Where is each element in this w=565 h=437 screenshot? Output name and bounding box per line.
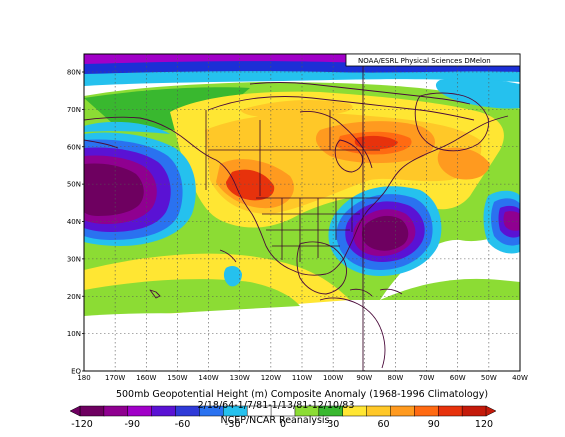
lon-tick-label: 140W	[198, 374, 218, 382]
colorbar-label: 0	[280, 419, 286, 430]
colorbar-label: 60	[377, 419, 389, 430]
latitude-labels: 80N 70N 60N 50N 40N 30N 20N 10N EQ	[67, 69, 84, 376]
colorbar-label: -60	[175, 419, 191, 430]
lat-tick-label: 70N	[67, 106, 81, 114]
colorbar-swatch	[437, 405, 463, 417]
lat-tick-label: 10N	[67, 330, 81, 338]
colorbar-arrow-low	[69, 405, 81, 417]
lon-tick-label: 70W	[419, 374, 435, 382]
colorbar-swatch	[366, 405, 392, 417]
map-frame	[83, 53, 521, 372]
lon-tick-label: 120W	[261, 374, 281, 382]
lat-tick-label: 40N	[67, 218, 81, 226]
colorbar-swatch	[127, 405, 153, 417]
lat-tick-label: 30N	[67, 255, 81, 263]
credit-text: NOAA/ESRL Physical Sciences DMelon	[358, 57, 491, 65]
colorbar-swatch	[103, 405, 129, 417]
colorbar-label: 30	[327, 419, 339, 430]
lon-tick-label: 150W	[167, 374, 187, 382]
lon-tick-label: 170W	[105, 374, 125, 382]
credit-box	[345, 53, 521, 67]
lat-tick-label: 20N	[67, 293, 81, 301]
colorbar-swatch	[175, 405, 200, 417]
lon-tick-label: 160W	[136, 374, 156, 382]
colorbar-swatch	[151, 405, 177, 417]
lon-tick-label: 180	[77, 374, 90, 382]
lon-tick-label: 40W	[512, 374, 528, 382]
colorbar-label: 120	[475, 419, 493, 430]
caption-dates: 2/18/64-1/7/81-1/13/81-12/10/83	[198, 400, 355, 411]
lon-tick-label: 80W	[388, 374, 404, 382]
lat-tick-label: EQ	[71, 368, 81, 376]
lon-tick-label: 60W	[450, 374, 466, 382]
colorbar-label: -120	[71, 419, 93, 430]
colorbar: -120 -90 -60 -30 0 30 60 90 120	[69, 405, 497, 430]
colorbar-swatch	[79, 405, 105, 417]
map-field	[84, 54, 520, 371]
colorbar-arrow-high	[485, 405, 497, 417]
colorbar-label: 90	[428, 419, 440, 430]
colorbar-swatch	[390, 405, 415, 417]
lon-tick-label: 50W	[481, 374, 497, 382]
lat-tick-label: 60N	[67, 143, 81, 151]
colorbar-label: -30	[225, 419, 241, 430]
caption-title: 500mb Geopotential Height (m) Composite …	[116, 389, 488, 400]
lon-tick-label: 100W	[323, 374, 343, 382]
caption-source: NCEP/NCAR Reanalysis	[220, 415, 329, 426]
lon-tick-label: 90W	[356, 374, 372, 382]
colorbar-label: -90	[124, 419, 140, 430]
lon-tick-label: 110W	[292, 374, 312, 382]
lat-tick-label: 50N	[67, 181, 81, 189]
lat-tick-label: 80N	[67, 69, 81, 77]
lon-tick-label: 130W	[230, 374, 250, 382]
colorbar-swatch	[461, 405, 487, 417]
colorbar-swatch	[414, 405, 439, 417]
longitude-labels: 180 170W 160W 150W 140W 130W 120W 110W 100W 90W 80…	[77, 374, 528, 382]
